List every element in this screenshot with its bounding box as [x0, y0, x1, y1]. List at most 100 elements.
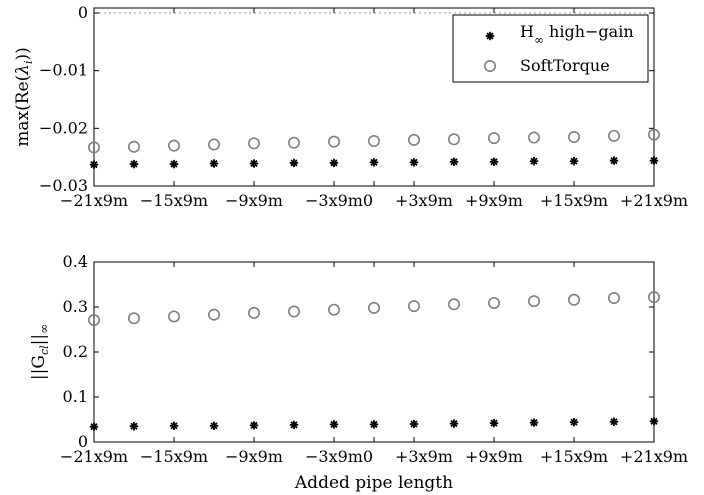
data-point-star: [409, 158, 419, 167]
y-ticks: 0.4 0.3 0.2 0.1 0: [63, 252, 654, 451]
data-point-star: [569, 418, 579, 427]
data-point-circle: [128, 312, 141, 325]
x-tick-label: −3x9m: [305, 191, 363, 210]
data-point-star: [209, 159, 219, 168]
x-tick-label: −9x9m: [225, 447, 283, 466]
data-point-star: [329, 420, 339, 429]
data-point-star: [449, 157, 459, 166]
data-point-circle: [447, 133, 460, 146]
data-point-star: [249, 421, 259, 430]
data-point-star: [529, 157, 539, 166]
data-point-circle: [407, 133, 420, 146]
y-tick-label: 0: [78, 432, 88, 451]
x-tick-label: −15x9m: [140, 447, 208, 466]
data-point-star: [129, 159, 139, 169]
data-point-circle: [367, 301, 380, 314]
y-tick-label: 0.1: [63, 387, 88, 406]
legend-star-icon: [485, 31, 495, 41]
data-point-circle: [248, 306, 261, 319]
x-tick-label: +3x9m: [395, 447, 453, 466]
data-point-circle: [567, 130, 580, 143]
x-tick-label: +21x9m: [620, 447, 688, 466]
x-tick-label: −3x9m: [305, 447, 363, 466]
data-point-star: [369, 420, 379, 429]
x-tick-label: +3x9m: [395, 191, 453, 210]
data-point-circle: [208, 138, 221, 151]
data-point-circle: [607, 129, 620, 142]
data-point-circle: [527, 295, 540, 308]
data-point-star: [649, 156, 659, 165]
data-point-circle: [287, 136, 300, 149]
x-tick-label: −21x9m: [60, 447, 128, 466]
x-tick-label: +15x9m: [540, 191, 608, 210]
data-marks: [88, 128, 660, 169]
x-tick-label: −15x9m: [140, 191, 208, 210]
data-marks: [88, 291, 660, 431]
data-point-star: [129, 422, 139, 431]
y-ticks: 0 −0.01 −0.02 −0.03: [39, 3, 654, 195]
data-point-circle: [128, 140, 141, 153]
y-tick-label: 0: [78, 3, 88, 22]
data-point-circle: [367, 135, 380, 148]
data-point-circle: [647, 128, 660, 141]
data-point-star: [449, 419, 459, 428]
legend-circle-marker: [483, 59, 496, 72]
legend-star-marker: [485, 31, 495, 41]
data-point-circle: [168, 139, 181, 152]
data-point-circle: [327, 135, 340, 148]
x-tick-label: −9x9m: [225, 191, 283, 210]
data-point-circle: [487, 296, 500, 309]
data-point-circle: [327, 303, 340, 316]
data-point-star: [169, 421, 179, 430]
y-axis-label: ||Gcl||∞: [29, 324, 51, 380]
x-ticks: −21x9m −15x9m −9x9m −3x9m 0 +3x9m +9x9m +15x9m +…: [60, 262, 688, 466]
data-point-star: [329, 158, 339, 168]
x-tick-label: +21x9m: [620, 191, 688, 210]
data-point-circle: [208, 308, 221, 321]
data-point-circle: [647, 291, 660, 304]
legend-box: [452, 14, 649, 83]
data-point-circle: [88, 141, 101, 154]
data-point-star: [649, 417, 659, 426]
chart-panel-eigenvalue: −21x9m −15x9m −9x9m −3x9m 0 +3x9m +9x9m +15x9m +…: [13, 3, 688, 210]
y-axis-label: max(Re(λi)): [13, 47, 35, 147]
legend-item-softtorque: SoftTorque: [483, 56, 610, 75]
data-point-star: [89, 422, 99, 431]
data-point-circle: [168, 310, 181, 323]
data-point-star: [249, 159, 259, 168]
data-point-star: [569, 157, 579, 166]
x-tick-label: +15x9m: [540, 447, 608, 466]
x-tick-label: +9x9m: [465, 447, 523, 466]
data-point-star: [409, 419, 419, 429]
data-point-circle: [607, 291, 620, 304]
legend-circle-icon: [483, 59, 496, 72]
data-point-star: [289, 420, 299, 430]
data-point-star: [169, 159, 179, 169]
x-tick-label: +9x9m: [465, 191, 523, 210]
data-point-star: [489, 418, 499, 428]
plot-frame: [93, 261, 655, 443]
data-point-star: [289, 158, 299, 168]
data-point-circle: [407, 300, 420, 313]
y-tick-label: −0.03: [39, 176, 88, 195]
data-point-star: [609, 156, 619, 165]
data-point-star: [529, 418, 539, 427]
y-tick-label: 0.4: [63, 252, 88, 271]
data-point-star: [609, 417, 619, 426]
data-point-circle: [487, 132, 500, 145]
x-tick-label: −21x9m: [60, 191, 128, 210]
legend-label-hinf: H∞ high−gain: [520, 22, 634, 47]
data-point-circle: [287, 305, 300, 318]
data-point-circle: [447, 298, 460, 311]
data-point-circle: [248, 137, 261, 150]
x-axis-label: Added pipe length: [294, 473, 453, 493]
x-tick-label: 0: [363, 191, 373, 210]
data-point-circle: [567, 293, 580, 306]
data-point-star: [209, 421, 219, 430]
data-point-circle: [88, 314, 101, 327]
legend-item-hinf: H∞ high−gain: [485, 22, 634, 47]
y-tick-label: 0.3: [63, 297, 88, 316]
data-point-star: [369, 158, 379, 167]
legend-label-softtorque: SoftTorque: [520, 56, 610, 75]
